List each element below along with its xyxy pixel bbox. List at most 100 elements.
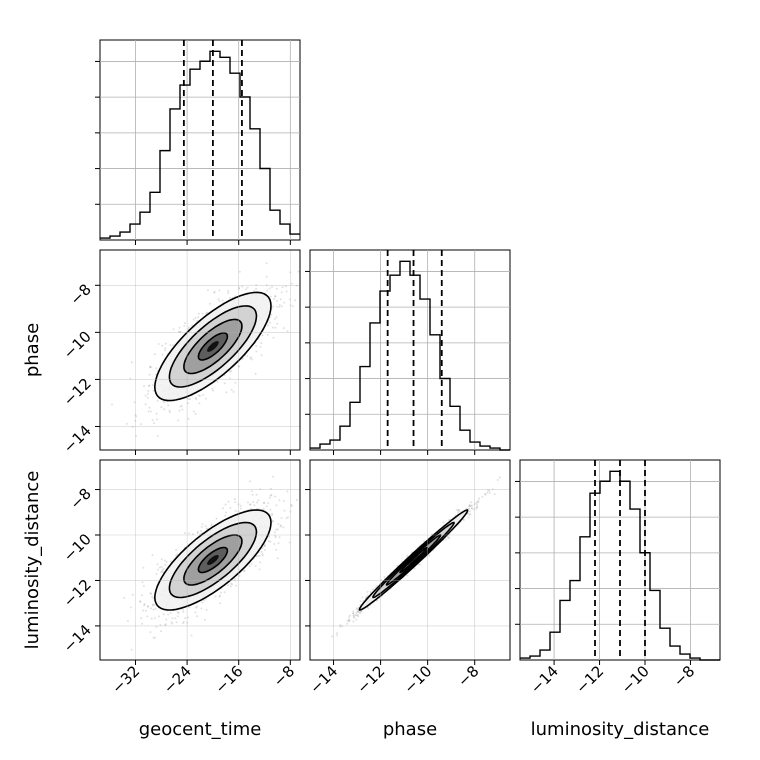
sample-point [201,601,204,604]
y-tick-label: −8 [66,485,94,513]
sample-point [176,611,179,614]
sample-point [218,289,221,292]
sample-point [194,413,197,415]
sample-point [444,538,447,541]
sample-point [468,507,471,510]
sample-point [150,592,153,595]
sample-point [274,295,277,298]
sample-point [295,284,298,287]
sample-point [263,543,266,546]
sample-point [144,394,147,397]
sample-point [123,597,126,599]
sample-point [196,531,199,534]
sample-point [161,569,164,572]
sample-point [264,544,266,547]
sample-point [468,505,471,508]
sample-point [162,400,165,403]
sample-point [155,412,158,415]
sample-point [260,342,263,345]
sample-point [149,592,152,595]
sample-point [276,322,279,325]
sample-point [126,620,129,622]
sample-point [488,489,491,492]
y-tick-label: −12 [60,576,95,611]
sample-point [469,513,472,516]
sample-point [182,622,185,625]
sample-point [206,289,209,292]
sample-point [352,612,355,615]
sample-point [225,391,228,394]
sample-point [261,547,264,550]
sample-point [266,333,269,336]
sample-point [254,372,257,375]
sample-point [246,355,249,358]
x-axis-label-luminosity-distance: luminosity_distance [531,719,710,740]
sample-point [130,361,133,364]
sample-point [203,599,206,602]
x-tick-label: −24 [160,662,195,697]
sample-point [243,569,246,572]
sample-point [151,604,154,607]
sample-point [228,370,231,373]
sample-point [229,377,231,380]
sample-point [336,632,339,635]
sample-point [484,492,486,495]
sample-point [182,620,185,623]
sample-point [254,564,257,567]
sample-point [217,298,220,301]
sample-point [406,554,409,557]
panel-border [99,459,301,661]
sample-point [352,612,355,615]
sample-point [341,625,344,628]
sample-point [255,287,258,290]
sample-point [206,311,209,314]
sample-point [175,549,178,551]
sample-point [266,324,269,327]
sample-point [213,290,216,293]
x-axis-label-phase: phase [383,719,437,740]
sample-point [268,496,271,499]
sample-point [165,618,168,621]
sample-point [219,594,221,597]
sample-point [476,503,479,506]
sample-point [194,317,197,319]
sample-point [417,563,420,566]
sample-point [352,614,355,617]
sample-point [272,326,274,329]
sample-point [265,275,268,278]
sample-point [149,366,152,369]
sample-point [428,554,431,557]
sample-point [149,410,152,413]
sample-point [359,612,361,615]
sample-point [255,493,258,496]
sample-point [238,286,241,289]
sample-point [263,501,266,504]
sample-point [155,625,158,628]
sample-point [250,356,252,359]
sample-point [230,388,233,391]
sample-point [227,290,230,292]
sample-point [168,409,171,412]
sample-point [269,540,272,543]
sample-point [160,630,163,633]
sample-point [256,501,258,504]
sample-point [471,504,473,507]
sample-point [357,611,360,614]
sample-point [164,342,167,345]
sample-point [413,567,416,570]
sample-point [197,316,200,319]
sample-point [221,507,224,510]
panel-2d-phase-vs-luminosity-distance [305,459,511,661]
sample-point [141,594,144,597]
sample-point [157,615,160,618]
sample-point [277,542,280,545]
sample-point [274,536,277,539]
sample-point [467,512,470,515]
sample-point [239,504,242,507]
sample-point [211,387,214,390]
sample-point [258,554,261,557]
sample-point [169,344,172,347]
sample-point [257,554,260,557]
sample-point [208,302,211,305]
histogram-step [100,50,300,239]
